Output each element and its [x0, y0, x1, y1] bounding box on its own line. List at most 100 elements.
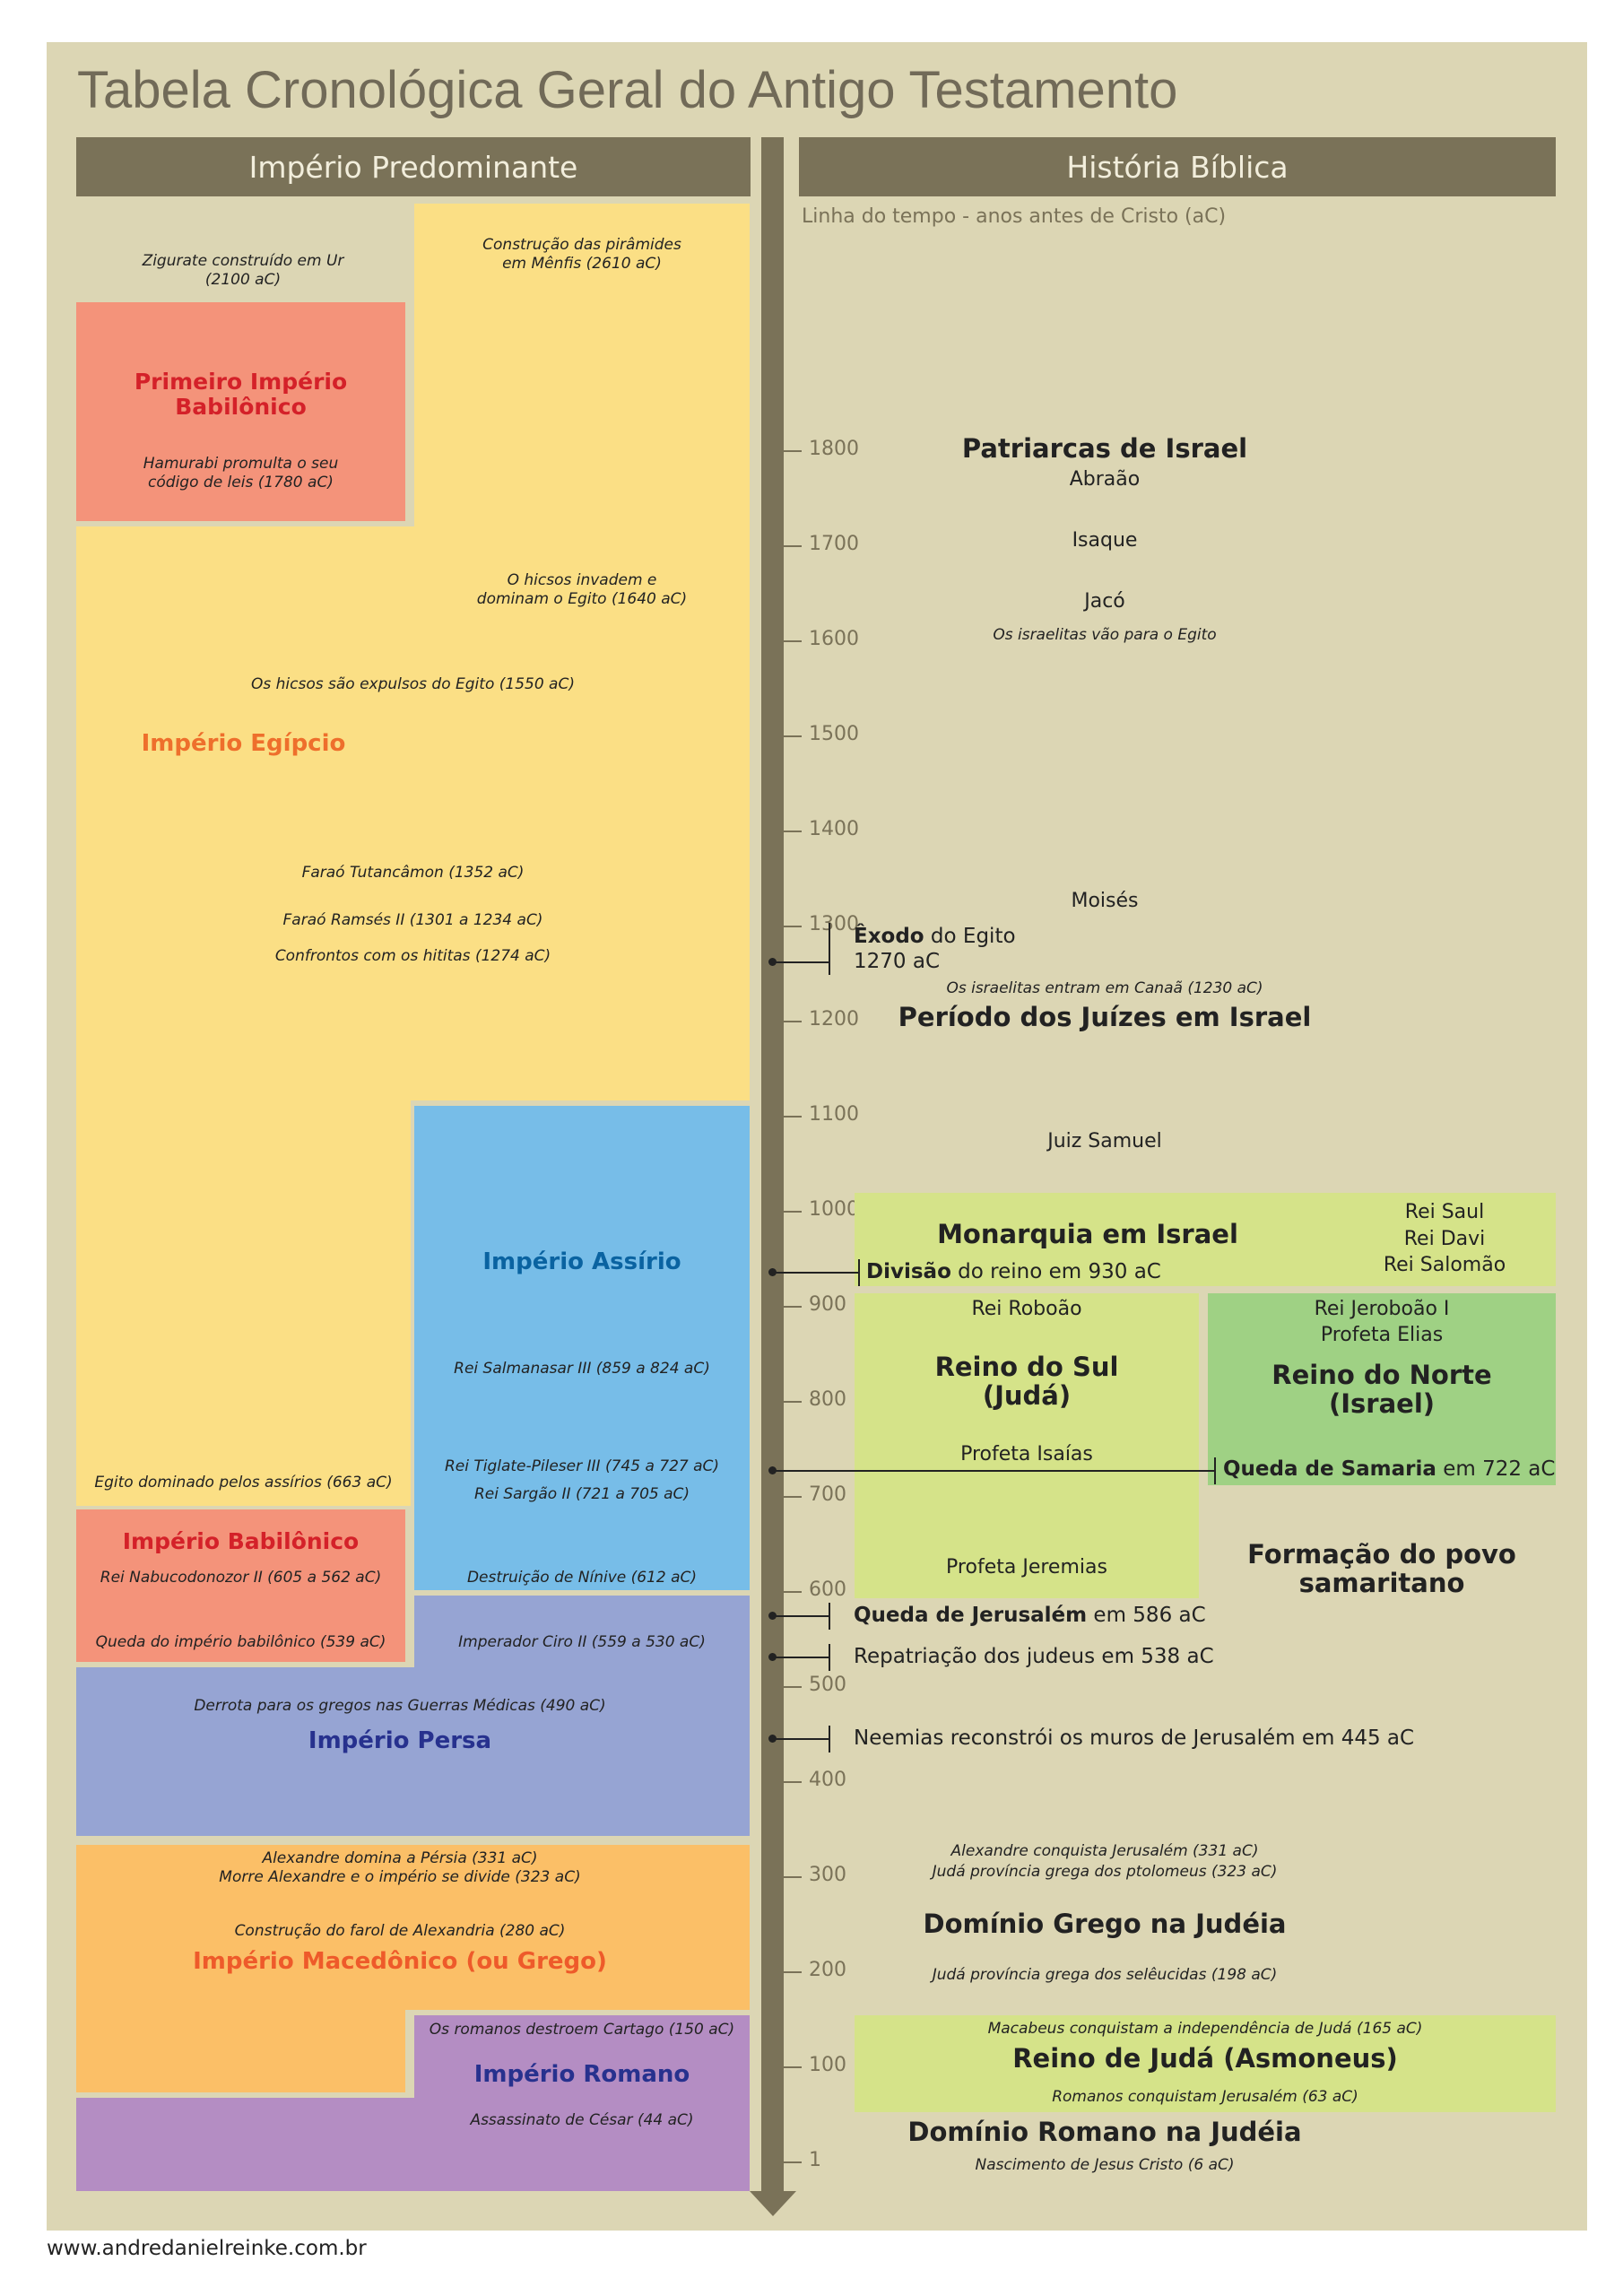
babilonico-name: Império Babilônico [122, 1528, 360, 1554]
alexandre-conquista-note: Alexandre conquista Jerusalém (331 aC) J… [932, 1842, 1278, 1881]
divisao-bracket [858, 1259, 860, 1286]
abraao: Abraão [1069, 468, 1141, 491]
tick-label: 1 [809, 2149, 821, 2171]
repatriacao-bracket [829, 1644, 830, 1671]
egito-block-mid [76, 526, 750, 1100]
samuel: Juiz Samuel [1047, 1130, 1162, 1152]
tick-label: 1100 [809, 1103, 859, 1126]
asmoneus-block: Macabeus conquistam a independência de J… [855, 2015, 1556, 2112]
divisao-rest: do reino em 930 aC [950, 1260, 1161, 1283]
neemias-connector [773, 1738, 829, 1740]
samaria-connector [773, 1470, 1216, 1472]
exodo-dot-icon [768, 958, 777, 966]
ur-note: Zigurate construído em Ur (2100 aC) [142, 252, 344, 289]
page-title: Tabela Cronológica Geral do Antigo Testa… [77, 61, 1178, 119]
egipcio-name: Império Egípcio [141, 730, 346, 757]
exodo-bracket [829, 923, 830, 975]
romano-name: Império Romano [473, 2061, 690, 2088]
cesar-note: Assassinato de César (44 aC) [470, 2111, 694, 2129]
header-imperio: Império Predominante [76, 137, 751, 196]
samaria-rest: em 722 aC [1436, 1457, 1556, 1481]
ciro-note: Imperador Ciro II (559 a 530 aC) [458, 1633, 706, 1651]
monarquia-block: Monarquia em Israel Rei Saul Rei Davi Re… [855, 1193, 1556, 1286]
samaria-dot-icon [768, 1466, 777, 1474]
macedonico-block-bottom [76, 2010, 405, 2092]
tick-label: 900 [809, 1293, 846, 1316]
hicsos-expulsos-note: Os hicsos são expulsos do Egito (1550 aC… [251, 675, 575, 693]
macabeus-note: Macabeus conquistam a independência de J… [987, 2020, 1423, 2038]
dominio-romano-title: Domínio Romano na Judéia [907, 2117, 1302, 2147]
jerusalem-connector [773, 1615, 829, 1617]
egito-block-bottom [76, 1100, 411, 1506]
tick-label: 1500 [809, 723, 859, 745]
tick-label: 1200 [809, 1008, 859, 1031]
tutancamon-note: Faraó Tutancâmon (1352 aC) [301, 864, 525, 882]
samaria-bracket [1214, 1457, 1216, 1484]
tick-label: 1600 [809, 628, 859, 650]
egito-note: Os israelitas vão para o Egito [993, 626, 1217, 644]
exodo-event: Êxodo do Egito [854, 925, 1016, 948]
ninive-note: Destruição de Nínive (612 aC) [466, 1569, 698, 1587]
farol-note: Construção do farol de Alexandria (280 a… [234, 1922, 566, 1940]
persa-block [76, 1667, 750, 1836]
tick-label: 800 [809, 1388, 846, 1411]
queda-babilonico-note: Queda do império babilônico (539 aC) [95, 1633, 386, 1651]
jerusalem-bold: Queda de Jerusalém [854, 1604, 1088, 1627]
neemias-dot-icon [768, 1735, 777, 1743]
assirio-name: Império Assírio [482, 1248, 681, 1275]
cartago-note: Os romanos destroem Cartago (150 aC) [429, 2021, 735, 2039]
egito-assirios-note: Egito dominado pelos assírios (663 aC) [94, 1474, 393, 1492]
piramides-note: Construção das pirâmides em Mênfis (2610… [482, 236, 681, 273]
jerusalem-dot-icon [768, 1612, 777, 1620]
ramses-note: Faraó Ramsés II (1301 a 1234 aC) [282, 911, 543, 929]
tiglate-note: Rei Tiglate-Pileser III (745 a 727 aC) [444, 1457, 720, 1475]
tick-label: 400 [809, 1769, 846, 1791]
isaque: Isaque [1072, 529, 1138, 552]
isaias: Profeta Isaías [960, 1443, 1093, 1465]
tick-label: 1700 [809, 533, 859, 555]
romano-block [76, 2098, 750, 2191]
assirio-block: Império Assírio Rei Salmanasar III (859 … [414, 1106, 750, 1590]
poster: Tabela Cronológica Geral do Antigo Testa… [47, 42, 1587, 2231]
tick-label: 1000 [809, 1198, 859, 1221]
monarquia-title: Monarquia em Israel [937, 1219, 1238, 1249]
hititas-note: Confrontos com os hititas (1274 aC) [274, 947, 551, 965]
repatriacao-event: Repatriação dos judeus em 538 aC [854, 1645, 1214, 1668]
sargao-note: Rei Sargão II (721 a 705 aC) [473, 1485, 690, 1503]
repatriacao-connector [773, 1657, 829, 1658]
alexandre-note: Alexandre domina a Pérsia (331 aC) Morre… [219, 1849, 581, 1886]
macedonico-name: Império Macedônico (ou Grego) [193, 1948, 607, 1975]
reino-norte-title: Reino do Norte (Israel) [1271, 1360, 1492, 1420]
seleucidas-note: Judá província grega dos selêucidas (198… [932, 1966, 1278, 1984]
tick-label: 100 [809, 2054, 846, 2076]
salmanasar-note: Rei Salmanasar III (859 a 824 aC) [454, 1360, 710, 1378]
guerras-medicas-note: Derrota para os gregos nas Guerras Médic… [194, 1697, 606, 1715]
divisao-dot-icon [768, 1268, 777, 1276]
jaco: Jacó [1084, 590, 1125, 613]
exodo-bold: Êxodo [854, 925, 924, 948]
tick-label: 1400 [809, 818, 859, 840]
primeiro-babilonico-block: Primeiro Império Babilônico Hamurabi pro… [76, 302, 405, 521]
macedonico-block [76, 1845, 750, 2010]
reis: Rei Saul Rei Davi Rei Salomão [1383, 1201, 1506, 1277]
asmoneus-title: Reino de Judá (Asmoneus) [1012, 2043, 1398, 2074]
jesus-note: Nascimento de Jesus Cristo (6 aC) [975, 2156, 1235, 2174]
dominio-grego-title: Domínio Grego na Judéia [923, 1909, 1287, 1939]
divisao-connector [773, 1272, 860, 1274]
romanos-note: Romanos conquistam Jerusalém (63 aC) [1052, 2088, 1358, 2106]
tick-label: 1800 [809, 438, 859, 460]
divisao-bold: Divisão [866, 1260, 951, 1283]
tick-label: 500 [809, 1674, 846, 1696]
footer-url[interactable]: www.andredanielreinke.com.br [47, 2237, 367, 2260]
jerusalem-event: Queda de Jerusalém em 586 aC [854, 1604, 1206, 1627]
hamurabi-note: Hamurabi promulta o seu código de leis (… [143, 455, 339, 491]
tick-label: 300 [809, 1864, 846, 1886]
neemias-bracket [829, 1726, 830, 1752]
timeline-subtitle: Linha do tempo - anos antes de Cristo (a… [802, 205, 1227, 228]
tick-label: 700 [809, 1483, 846, 1506]
tick-label: 1300 [809, 913, 859, 935]
divisao-event: Divisão do reino em 930 aC [866, 1260, 1161, 1283]
samaria-event: Queda de Samaria em 722 aC [1223, 1457, 1555, 1481]
hicsos-invadem-note: O hicsos invadem e dominam o Egito (1640… [476, 571, 688, 608]
persa-name: Império Persa [308, 1727, 492, 1754]
